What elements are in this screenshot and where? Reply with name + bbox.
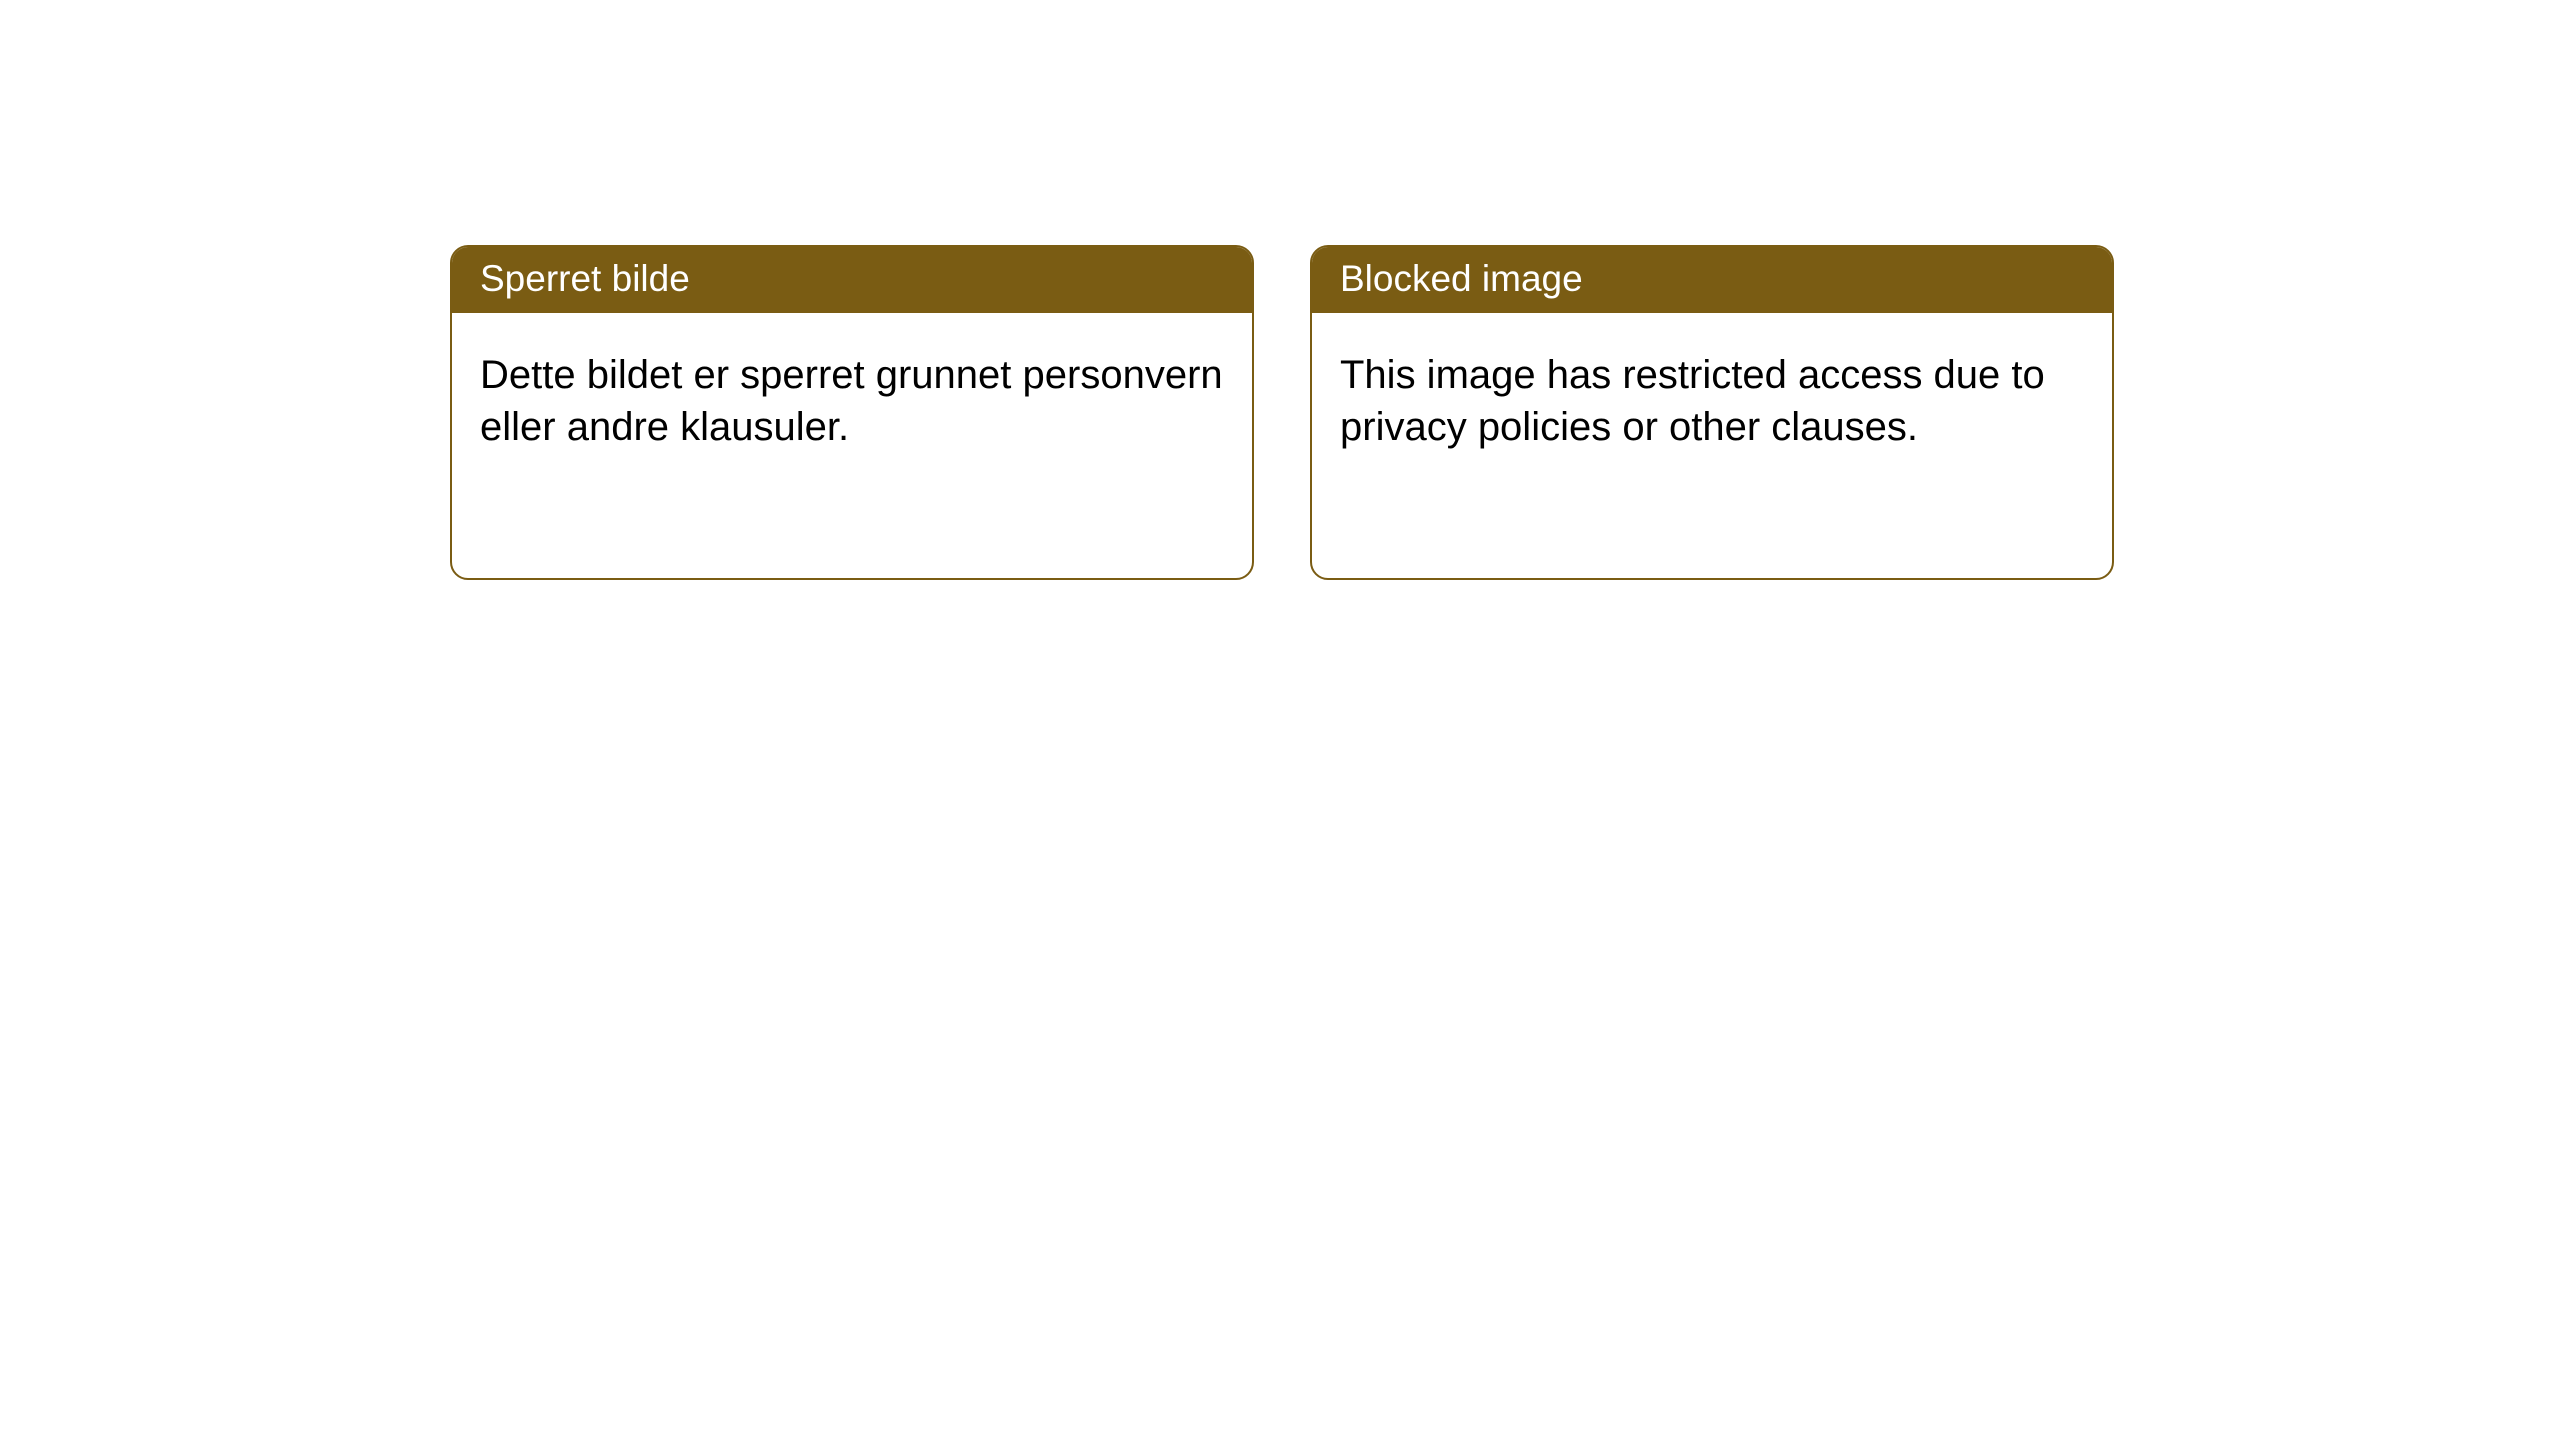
notice-header-norwegian: Sperret bilde — [452, 247, 1252, 313]
notice-body-norwegian: Dette bildet er sperret grunnet personve… — [452, 313, 1252, 481]
notice-card-norwegian: Sperret bilde Dette bildet er sperret gr… — [450, 245, 1254, 580]
notice-header-english: Blocked image — [1312, 247, 2112, 313]
notice-body-english: This image has restricted access due to … — [1312, 313, 2112, 481]
notice-card-english: Blocked image This image has restricted … — [1310, 245, 2114, 580]
notice-container: Sperret bilde Dette bildet er sperret gr… — [0, 0, 2560, 580]
